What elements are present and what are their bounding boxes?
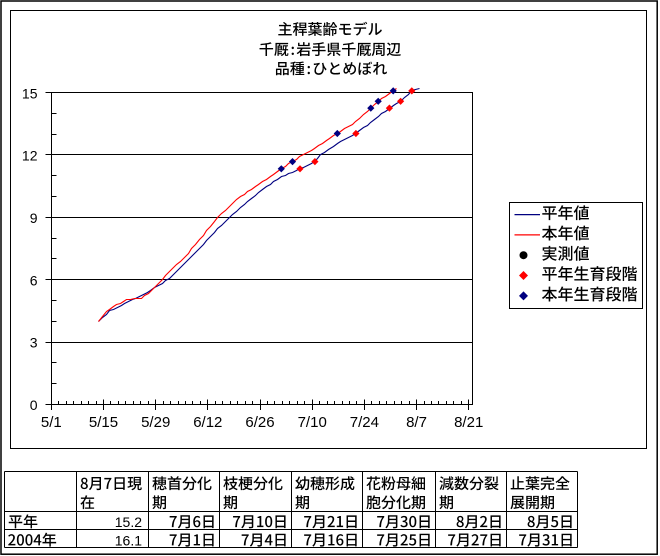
svg-text:5/15: 5/15 <box>89 414 118 431</box>
svg-text:8/21: 8/21 <box>454 414 483 431</box>
svg-text:6/26: 6/26 <box>245 414 274 431</box>
svg-text:16.1: 16.1 <box>115 533 142 549</box>
svg-text:12: 12 <box>22 148 38 164</box>
svg-text:3: 3 <box>30 335 38 351</box>
svg-text:0: 0 <box>30 397 38 413</box>
svg-text:8/7: 8/7 <box>406 414 427 431</box>
svg-text:6/12: 6/12 <box>193 414 222 431</box>
svg-text:15: 15 <box>22 85 38 101</box>
svg-text:5/29: 5/29 <box>141 414 170 431</box>
svg-text:7/10: 7/10 <box>298 414 327 431</box>
svg-text:15.2: 15.2 <box>115 514 142 530</box>
svg-text:5/1: 5/1 <box>41 414 62 431</box>
svg-text:6: 6 <box>30 272 38 288</box>
svg-text:9: 9 <box>30 210 38 226</box>
svg-text:7/24: 7/24 <box>350 414 379 431</box>
